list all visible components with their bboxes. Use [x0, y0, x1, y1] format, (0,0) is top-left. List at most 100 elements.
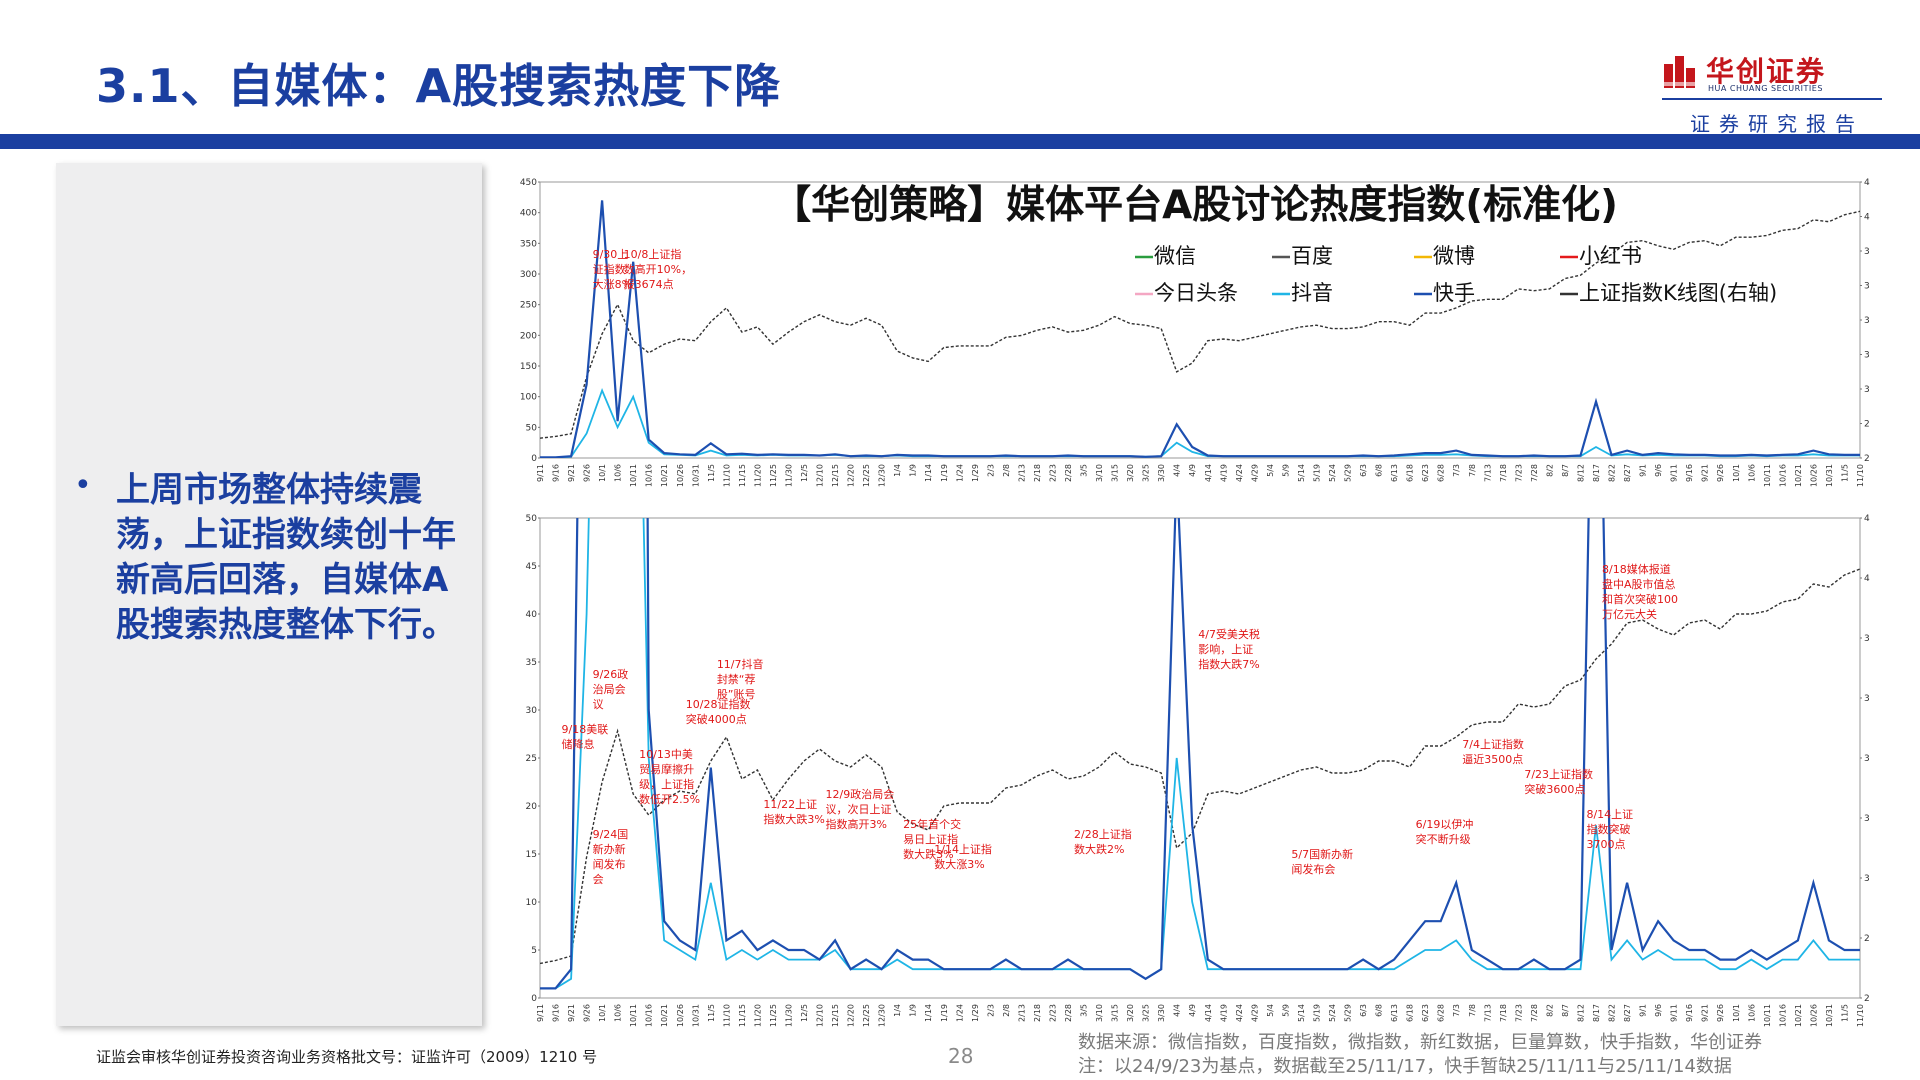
series-line-douyin	[540, 518, 1860, 990]
x-tick-label: 9/16	[552, 464, 561, 482]
y-tick-left: 5	[531, 946, 537, 956]
heat-index-chart: 0501001502002503003504004502600280030003…	[520, 178, 1870, 1027]
annotation-line: 5/7国新办新	[1291, 847, 1353, 861]
x-tick-label: 5/4	[1266, 1004, 1275, 1017]
x-tick-label: 7/3	[1452, 464, 1461, 477]
y-tick-right: 3400	[1864, 316, 1870, 326]
legend-label: 百度	[1291, 244, 1333, 268]
annotation-line: 闻发布	[593, 857, 626, 871]
x-tick-label: 8/17	[1592, 464, 1601, 482]
page-title: 3.1、自媒体：A股搜索热度下降	[96, 59, 782, 113]
x-tick-label: 4/4	[1173, 464, 1182, 477]
x-tick-label: 10/31	[691, 1004, 700, 1027]
x-tick-label: 11/30	[784, 1004, 793, 1027]
x-tick-label: 5/29	[1344, 464, 1353, 482]
x-tick-label: 10/16	[1778, 464, 1787, 487]
x-tick-label: 1/19	[940, 1004, 949, 1022]
y-tick-right: 4000	[1864, 213, 1870, 223]
x-tick-label: 3/25	[1142, 1004, 1151, 1022]
x-tick-label: 10/21	[660, 1004, 669, 1027]
x-tick-label: 6/3	[1359, 464, 1368, 477]
brand-sub: HUA CHUANG SECURITIES	[1708, 84, 1823, 93]
y-tick-right: 3200	[1864, 351, 1870, 361]
y-tick-left: 0	[531, 994, 537, 1004]
x-tick-label: 7/13	[1483, 464, 1492, 482]
x-tick-label: 3/25	[1142, 464, 1151, 482]
x-tick-label: 9/1	[1639, 1004, 1648, 1017]
annotation-line: 逼近3500点	[1462, 753, 1523, 766]
legend-item: 今日头条	[1135, 281, 1238, 305]
x-tick-label: 2/8	[1002, 1004, 1011, 1017]
x-tick-label: 5/19	[1312, 1004, 1321, 1022]
x-tick-label: 12/30	[878, 1004, 887, 1027]
x-tick-label: 10/26	[1809, 464, 1818, 487]
x-tick-label: 1/24	[955, 1004, 964, 1022]
x-tick-label: 8/27	[1623, 1004, 1632, 1022]
x-tick-label: 8/7	[1561, 464, 1570, 477]
annotation-line: 贸易摩擦升	[639, 762, 694, 776]
legend-item: 上证指数K线图(右轴)	[1560, 281, 1777, 305]
bullet-dot-icon: •	[74, 468, 92, 503]
y-tick-left: 35	[526, 658, 537, 668]
x-tick-label: 11/5	[1840, 464, 1849, 482]
x-tick-label: 3/15	[1111, 464, 1120, 482]
x-tick-label: 10/6	[1747, 464, 1756, 482]
x-tick-label: 9/6	[1654, 1004, 1663, 1017]
x-tick-label: 8/17	[1592, 1004, 1601, 1022]
legend-label: 抖音	[1291, 281, 1333, 305]
annotation-line: 突破3600点	[1524, 782, 1585, 796]
x-tick-label: 1/9	[909, 464, 918, 477]
y-tick-right: 2600	[1864, 994, 1870, 1004]
legend-item: 百度	[1272, 244, 1333, 268]
x-tick-label: 5/14	[1297, 464, 1306, 482]
x-tick-label: 4/24	[1235, 464, 1244, 482]
series-line-douyin	[540, 388, 1860, 458]
x-tick-label: 4/29	[1250, 464, 1259, 482]
annotation-line: 指数大跌3%	[763, 812, 824, 826]
x-tick-label: 1/19	[940, 464, 949, 482]
y-tick-left: 10	[526, 898, 538, 908]
x-tick-label: 8/22	[1608, 464, 1617, 482]
x-tick-label: 2/13	[1017, 464, 1026, 482]
x-tick-label: 12/25	[862, 1004, 871, 1027]
chart-title: 【华创策略】媒体平台A股讨论热度指数(标准化)	[772, 183, 1618, 228]
y-tick-left: 250	[520, 301, 537, 311]
x-tick-label: 3/30	[1157, 464, 1166, 482]
header-band	[0, 134, 1920, 149]
legend-item: 抖音	[1272, 281, 1333, 305]
x-tick-label: 10/31	[1825, 464, 1834, 487]
y-tick-right: 4200	[1864, 178, 1870, 188]
brand-name: 华创证券	[1706, 55, 1827, 88]
y-tick-right: 2800	[1864, 934, 1870, 944]
annotation-line: 会	[593, 873, 604, 886]
x-tick-label: 2/18	[1033, 1004, 1042, 1022]
annotation-line: 储降息	[562, 737, 595, 751]
x-tick-label: 11/15	[738, 1004, 747, 1027]
annotation-line: 9/30上	[593, 248, 629, 261]
y-tick-left: 200	[520, 331, 537, 341]
x-tick-label: 5/29	[1344, 1004, 1353, 1022]
x-tick-label: 2/3	[986, 464, 995, 477]
x-tick-label: 1/14	[924, 1004, 933, 1022]
x-tick-label: 3/5	[1080, 464, 1089, 477]
x-tick-label: 6/13	[1390, 1004, 1399, 1022]
x-tick-label: 1/29	[971, 464, 980, 482]
x-tick-label: 11/30	[784, 464, 793, 487]
annotation-line: 8/18媒体报道	[1602, 562, 1671, 576]
x-tick-label: 11/15	[738, 464, 747, 487]
annotation-line: 数高开10%，	[624, 262, 692, 276]
annotation-line: 易日上证指	[903, 832, 958, 846]
annotation-line: 数大涨3%	[934, 857, 984, 871]
y-tick-right: 3200	[1864, 814, 1870, 824]
x-tick-label: 12/10	[816, 464, 825, 487]
x-tick-label: 7/18	[1499, 464, 1508, 482]
x-tick-label: 10/16	[645, 464, 654, 487]
